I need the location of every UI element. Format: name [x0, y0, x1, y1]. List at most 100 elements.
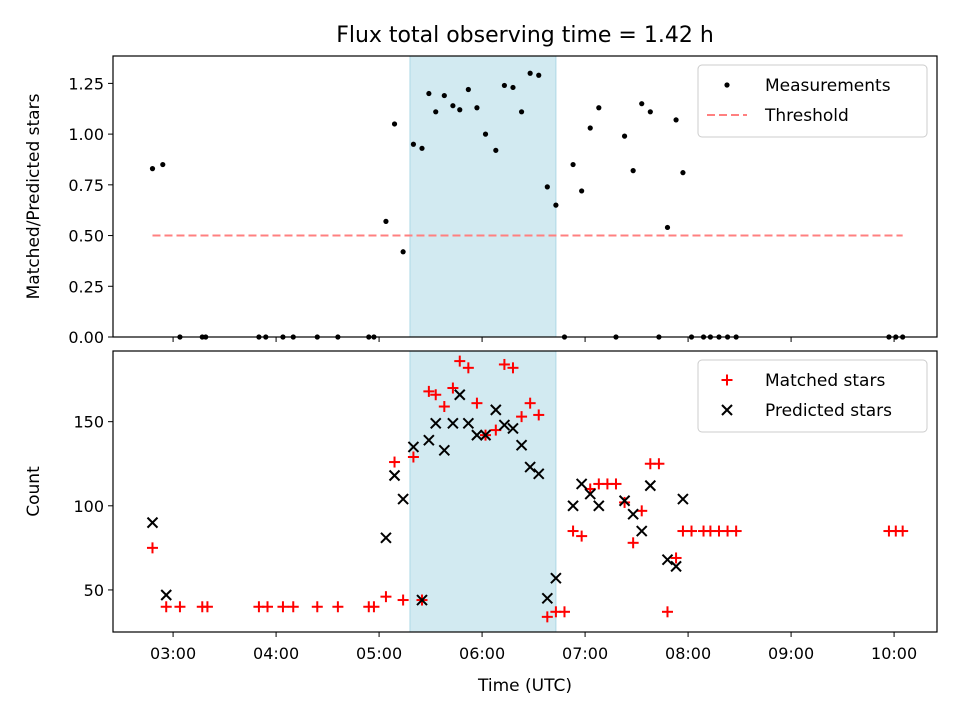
matched-star-point [524, 397, 536, 409]
y-tick-label: 100 [73, 497, 104, 516]
measurement-point [664, 224, 671, 231]
legend-label: Threshold [764, 106, 849, 126]
matched-star-point [368, 601, 380, 613]
x-tick-label: 04:00 [253, 644, 299, 663]
x-tick-label: 06:00 [459, 644, 505, 663]
predicted-star-point [524, 461, 536, 473]
matched-star-point [430, 389, 442, 401]
predicted-star-point [507, 422, 519, 435]
matched-star-point [423, 385, 435, 397]
matched-star-point [332, 601, 344, 613]
matched-star-point [498, 358, 510, 370]
matched-star-point [661, 606, 673, 618]
measurement-point [647, 109, 653, 115]
measurement-point [639, 101, 645, 107]
axes-frame [112, 350, 938, 633]
predicted-star-point [454, 389, 466, 401]
matched-star-point [277, 601, 289, 613]
matched-star-point [636, 505, 648, 517]
measurement-point [160, 161, 166, 168]
predicted-star-point [471, 429, 483, 441]
predicted-star-point [533, 468, 545, 480]
measurement-point [450, 103, 456, 109]
legend-box [697, 359, 928, 433]
matched-star-point [627, 537, 639, 549]
measurement-point [433, 109, 439, 115]
measurement-point [465, 86, 471, 93]
legend-box [697, 64, 928, 138]
predicted-star-point [479, 429, 492, 441]
measurement-point [536, 72, 542, 78]
matched-star-point [670, 552, 682, 564]
measurement-point [579, 188, 585, 194]
y-tick-label: 1.00 [68, 125, 104, 144]
measurement-point [587, 125, 593, 131]
predicted-star-point [644, 479, 657, 492]
legend-label: Matched stars [765, 371, 885, 391]
predicted-star-point [575, 478, 588, 490]
axes-frame [112, 55, 938, 338]
x-tick-label: 05:00 [356, 644, 402, 663]
predicted-star-point [490, 404, 502, 416]
legend-marker-x [721, 404, 733, 416]
measurement-point [680, 170, 686, 176]
legend-label: Measurements [765, 76, 891, 96]
matched-star-point [610, 478, 622, 490]
measurement-point [630, 168, 636, 174]
top-panel: 0.00 0.25 0.50 0.75 1.00 1.25 Matched/Predicte… [24, 55, 938, 347]
x-tick-label: 08:00 [665, 644, 711, 663]
measurement-point [493, 147, 499, 153]
matched-star-point [380, 591, 392, 603]
measurement-point [383, 218, 389, 224]
matched-star-point [407, 451, 419, 463]
predicted-star-point [146, 516, 159, 529]
predicted-star-point [636, 525, 648, 537]
measurement-point [149, 166, 156, 172]
matched-star-point [576, 530, 588, 542]
y-tick-label: 150 [73, 413, 104, 432]
predicted-star-point [677, 493, 689, 505]
legend-marker-plus [721, 374, 733, 386]
y-tick-label: 0.50 [68, 227, 104, 246]
predicted-star-point [430, 417, 442, 430]
predicted-star-point [593, 500, 605, 512]
matched-star-point [389, 456, 401, 468]
measurement-point [621, 133, 628, 139]
measurement-point [391, 121, 398, 127]
predicted-star-point [416, 594, 428, 606]
matched-star-point [686, 525, 698, 537]
matched-star-point [447, 382, 459, 394]
matched-star-point [619, 496, 631, 508]
matched-star-point [567, 525, 579, 537]
measurement-point [474, 105, 480, 111]
matched-star-point [897, 525, 909, 537]
matched-star-point [541, 611, 553, 623]
legend-label: Predicted stars [765, 401, 892, 421]
y-axis-label: Matched/Predicted stars [24, 93, 44, 299]
matched-star-point [146, 542, 158, 554]
x-tick-label: 03:00 [150, 644, 196, 663]
predicted-star-point [670, 560, 682, 573]
chart-title: Flux total observing time = 1.42 h [336, 23, 714, 48]
matched-star-point [160, 601, 172, 613]
predicted-star-point [584, 488, 596, 500]
measurement-point [596, 105, 602, 111]
predicted-star-point [618, 495, 631, 507]
x-axis-label: Time (UTC) [477, 676, 572, 696]
matched-star-point [397, 594, 409, 606]
legend: Matched stars Predicted stars [697, 359, 928, 433]
matched-star-point [516, 411, 528, 423]
measurement-point [510, 84, 516, 91]
measurement-point [441, 92, 447, 99]
matched-star-point [653, 458, 665, 470]
measurement-point [410, 141, 417, 147]
predicted-star-point [567, 500, 579, 512]
matched-star-point [533, 409, 545, 421]
predicted-star-point [380, 532, 392, 544]
predicted-star-point [462, 417, 475, 430]
highlight-interval [409, 55, 557, 338]
predicted-star-point [388, 469, 401, 482]
y-tick-label: 0.75 [68, 176, 104, 195]
y-tick-label: 50 [84, 581, 104, 600]
